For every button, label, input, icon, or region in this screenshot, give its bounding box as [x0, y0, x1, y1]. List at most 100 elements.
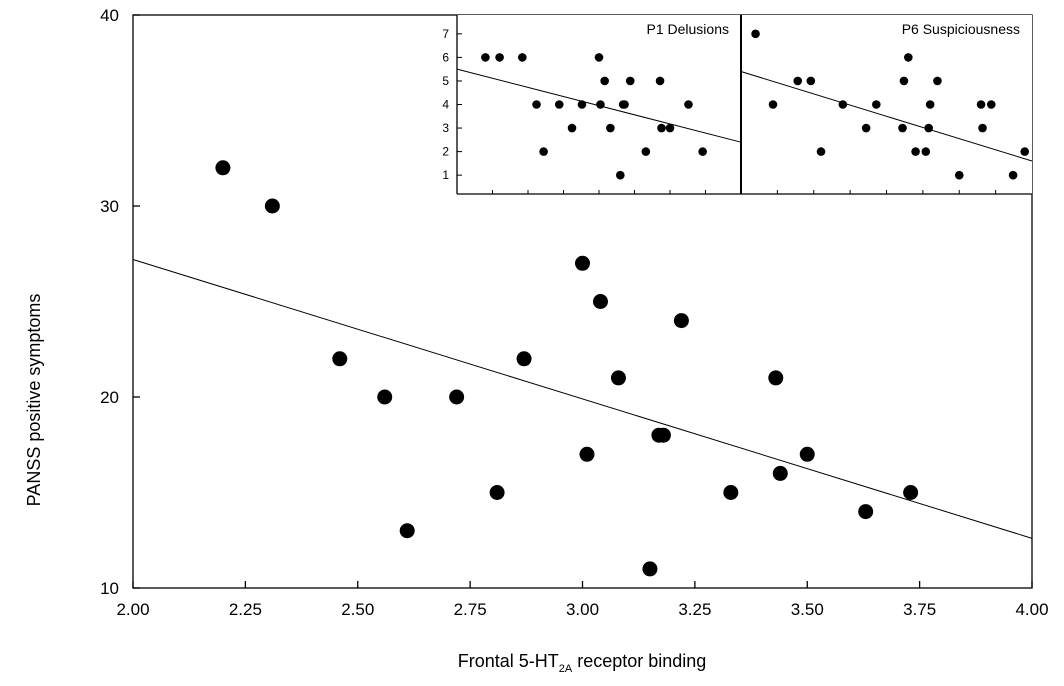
- y-tick-label: 20: [100, 388, 119, 407]
- x-tick-label: 2.50: [341, 600, 374, 619]
- data-point: [449, 389, 465, 405]
- y-tick-label: 40: [100, 6, 119, 25]
- inset-data-point: [1020, 147, 1030, 156]
- inset-data-point: [567, 123, 577, 133]
- y-tick-label: 30: [100, 197, 119, 216]
- data-point: [592, 294, 608, 309]
- data-point: [655, 427, 671, 443]
- inset-data-point: [768, 100, 778, 109]
- inset-title: P1 Delusions: [647, 21, 730, 37]
- inset-frame: [457, 15, 1032, 194]
- data-point: [723, 485, 739, 500]
- inset-y-tick-label: 5: [442, 74, 449, 88]
- inset-data-point: [539, 147, 548, 156]
- inset-data-point: [684, 100, 693, 109]
- x-axis-title-main: Frontal 5-HT: [458, 651, 559, 671]
- inset-y-tick-label: 3: [442, 121, 449, 135]
- data-point: [575, 255, 590, 271]
- regression-line: [132, 259, 1033, 539]
- inset-data-point: [616, 170, 625, 180]
- inset-data-point: [898, 123, 907, 133]
- inset-data-point: [954, 170, 964, 180]
- inset-data-point: [924, 123, 933, 133]
- inset-data-point: [838, 100, 848, 109]
- data-point: [903, 485, 919, 500]
- data-point: [215, 160, 231, 176]
- x-tick-label: 4.00: [1015, 600, 1048, 619]
- inset-data-point: [554, 100, 564, 109]
- inset-y-tick-label: 2: [442, 145, 449, 159]
- x-tick-label: 3.00: [566, 600, 599, 619]
- inset-data-point: [655, 76, 665, 86]
- inset-data-point: [1008, 170, 1018, 180]
- y-axis-title: PANSS positive symptoms: [24, 294, 44, 507]
- inset-data-point: [577, 100, 587, 109]
- inset-regression-line: [740, 71, 1033, 162]
- inset-data-point: [751, 29, 760, 39]
- inset-data-point: [872, 100, 881, 109]
- data-point: [516, 351, 532, 367]
- inset-data-point: [625, 76, 635, 86]
- inset-data-point: [657, 123, 666, 133]
- inset-data-point: [904, 53, 913, 62]
- y-tick-label: 10: [100, 579, 119, 598]
- x-tick-label: 2.75: [454, 600, 487, 619]
- inset-data-point: [911, 147, 920, 156]
- inset-data-point: [793, 76, 803, 86]
- insets: 1 2 3 4 5 6 7 P1 Delusions P6 Suspiciousness: [442, 15, 1033, 195]
- x-tick-label: 3.75: [903, 600, 936, 619]
- y-axis: 10 20 30 40: [100, 6, 140, 598]
- data-point: [799, 446, 815, 462]
- data-point: [489, 485, 505, 500]
- data-point: [377, 389, 393, 405]
- inset-data-point: [481, 53, 490, 62]
- data-point: [772, 465, 788, 481]
- inset-data-point: [495, 53, 504, 62]
- inset-data-point: [606, 123, 615, 133]
- x-tick-label: 2.25: [229, 600, 262, 619]
- data-point: [332, 351, 348, 367]
- inset-data-point: [816, 147, 826, 156]
- data-point: [264, 198, 280, 214]
- inset-data-point: [532, 100, 541, 109]
- inset-data-point: [600, 76, 609, 86]
- inset-p1-delusions: 1 2 3 4 5 6 7 P1 Delusions: [442, 21, 742, 194]
- inset-data-point: [986, 100, 996, 109]
- x-axis-title-suffix: receptor binding: [572, 651, 706, 671]
- inset-data-point: [978, 123, 987, 133]
- inset-data-point: [620, 100, 629, 109]
- inset-data-point: [594, 53, 604, 62]
- data-point: [610, 370, 626, 386]
- inset-y-tick-label: 1: [442, 168, 449, 182]
- data-point: [673, 313, 689, 329]
- inset-data-point: [596, 100, 605, 109]
- data-point: [579, 446, 595, 462]
- inset-title: P6 Suspiciousness: [902, 21, 1020, 37]
- inset-p6-suspiciousness: P6 Suspiciousness: [740, 21, 1033, 194]
- x-tick-label: 2.00: [116, 600, 149, 619]
- inset-y-tick-label: 7: [442, 27, 449, 41]
- inset-data-point: [976, 100, 986, 109]
- inset-data-point: [665, 123, 675, 133]
- x-axis-title: Frontal 5-HT2A receptor binding: [458, 651, 707, 675]
- inset-data-point: [698, 147, 707, 156]
- inset-data-point: [899, 76, 909, 86]
- x-tick-label: 3.50: [791, 600, 824, 619]
- inset-data-point: [806, 76, 816, 86]
- inset-data-point: [933, 76, 942, 86]
- data-point: [858, 504, 874, 520]
- data-point: [768, 370, 784, 386]
- inset-data-point: [641, 147, 651, 156]
- x-axis: 2.00 2.25 2.50 2.75 3.00 3.25 3.50 3.75 4.00: [116, 581, 1049, 619]
- data-point: [399, 523, 415, 539]
- inset-y-tick-label: 6: [442, 50, 449, 64]
- inset-data-point: [861, 123, 871, 133]
- data-point: [642, 561, 658, 577]
- inset-y-tick-label: 4: [442, 98, 449, 112]
- inset-data-point: [921, 147, 931, 156]
- x-axis-title-subscript: 2A: [559, 663, 573, 675]
- inset-data-point: [518, 53, 527, 62]
- x-tick-label: 3.25: [678, 600, 711, 619]
- inset-data-point: [925, 100, 935, 109]
